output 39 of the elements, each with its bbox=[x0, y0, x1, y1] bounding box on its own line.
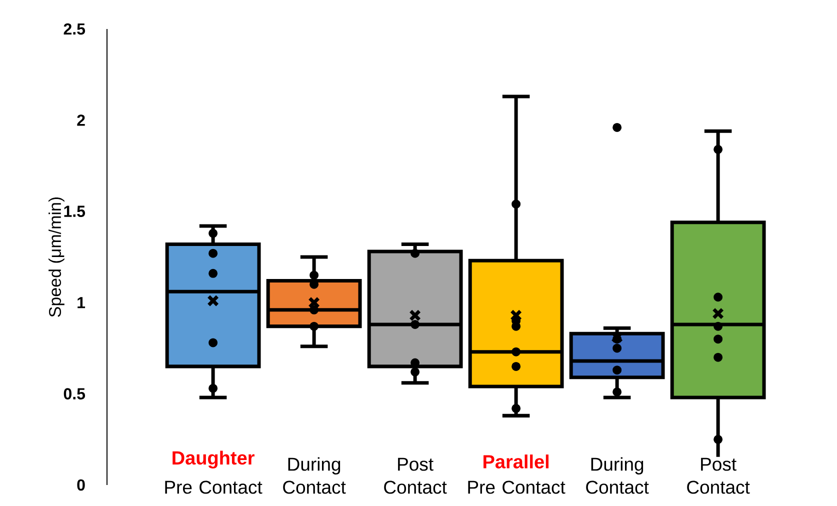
point bbox=[208, 384, 218, 393]
point bbox=[310, 270, 319, 280]
y-tick-label: 0 bbox=[77, 479, 85, 491]
y-tick-label: 2.5 bbox=[64, 23, 86, 35]
point bbox=[512, 347, 521, 356]
y-tick-label: 1 bbox=[78, 297, 86, 308]
point bbox=[208, 268, 218, 278]
y-axis-title: Speed (μm/min) bbox=[48, 197, 64, 317]
point bbox=[208, 338, 218, 348]
point bbox=[612, 366, 622, 375]
annotation: Daughter bbox=[172, 450, 254, 468]
point bbox=[512, 404, 521, 413]
point bbox=[208, 228, 218, 238]
point bbox=[410, 248, 420, 258]
x-tick-label: Post Contact bbox=[687, 458, 750, 494]
point bbox=[714, 292, 723, 302]
y-tick-label: 1.5 bbox=[64, 206, 86, 217]
point bbox=[714, 144, 723, 154]
point bbox=[410, 367, 420, 376]
y-tick-label: 2 bbox=[77, 114, 85, 126]
point bbox=[714, 322, 723, 331]
point bbox=[208, 248, 218, 258]
point bbox=[612, 387, 622, 396]
x-tick-label: Pre Contact bbox=[165, 480, 262, 494]
point bbox=[310, 305, 319, 314]
x-tick-label: During Contact bbox=[586, 457, 649, 494]
x-tick-label: During Contact bbox=[283, 457, 346, 494]
point bbox=[714, 352, 723, 362]
x-tick-label: Post Contact bbox=[384, 458, 447, 494]
annotation: Parallel bbox=[484, 454, 549, 468]
y-tick-label: 0.5 bbox=[64, 388, 86, 400]
point bbox=[512, 362, 521, 371]
point bbox=[612, 344, 622, 353]
point bbox=[714, 334, 723, 344]
point bbox=[410, 320, 420, 329]
point bbox=[714, 434, 723, 444]
point bbox=[512, 200, 521, 209]
point bbox=[310, 322, 319, 331]
x-tick-label: Pre Contact bbox=[468, 480, 566, 494]
